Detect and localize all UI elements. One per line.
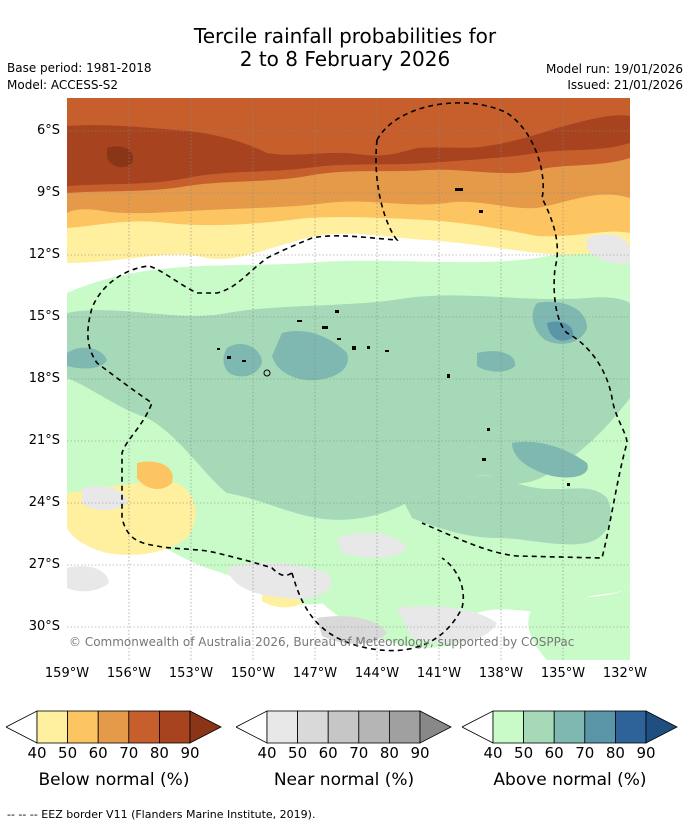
colorbar-near-swatch [266, 710, 299, 744]
longitude-label: 135°W [540, 666, 586, 681]
colorbar-near-swatch [297, 710, 329, 744]
colorbar-near-swatch [327, 710, 360, 744]
colorbar-below-tick: 80 [149, 744, 169, 762]
latitude-label: 6°S [36, 123, 60, 138]
below-normal-80-band [67, 115, 630, 186]
below-normal-50-southwest [137, 461, 173, 490]
longitude-label: 147°W [292, 666, 338, 681]
colorbar-below-swatch [97, 710, 130, 744]
near-normal-patch-3 [337, 532, 407, 558]
colorbar-near-swatch [358, 710, 390, 744]
latitude-label: 12°S [28, 247, 60, 262]
colorbar-above-swatch [614, 710, 647, 744]
colorbar-near-tick: 70 [349, 744, 369, 762]
colorbar-near-lower-arrow [236, 710, 268, 744]
above-normal-70-patch [547, 321, 573, 341]
model-name: Model: ACCESS-S2 [7, 78, 119, 92]
colorbar-below-tick: 40 [27, 744, 47, 762]
islands [217, 188, 570, 486]
colorbar-below-lower-arrow [6, 710, 38, 744]
colorbar-below-swatch [67, 710, 99, 744]
eez-border [87, 102, 628, 652]
above-normal-60-patch-1 [272, 330, 348, 381]
colorbar-above-tick: 80 [605, 744, 625, 762]
colorbar-below-label: Below normal (%) [38, 770, 190, 790]
colorbar-near-tick: 80 [379, 744, 399, 762]
colorbar-above-swatch [553, 710, 586, 744]
colorbar-above-tick: 50 [514, 744, 534, 762]
colorbar-below-swatch [36, 710, 69, 744]
above-normal-60-patch-4 [512, 441, 588, 478]
colorbar-below-tick: 60 [88, 744, 108, 762]
colorbar-below-tick: 70 [119, 744, 139, 762]
eez-footnote: -- -- -- EEZ border V11 (Flanders Marine… [7, 808, 316, 821]
above-normal-50-lower [397, 475, 611, 545]
above-normal-60-patch-5 [477, 351, 516, 372]
colorbar-above-tick: 40 [483, 744, 503, 762]
probability-map: © Commonwealth of Australia 2026, Bureau… [67, 98, 630, 660]
near-normal-patch-4 [317, 616, 387, 644]
near-normal-patch-5 [397, 606, 497, 643]
colorbar-above-swatch [584, 710, 616, 744]
longitude-label: 153°W [168, 666, 214, 681]
colorbar-near-normal [236, 710, 452, 744]
map-title-line2: 2 to 8 February 2026 [239, 47, 451, 71]
longitude-label: 156°W [106, 666, 152, 681]
map-copyright: © Commonwealth of Australia 2026, Bureau… [69, 635, 574, 649]
near-normal-patch-1 [82, 486, 127, 511]
longitude-label: 138°W [478, 666, 524, 681]
colorbar-near-upper-arrow [419, 710, 452, 744]
colorbar-above-swatch [492, 710, 525, 744]
longitude-label: 144°W [354, 666, 400, 681]
colorbar-near-tick: 40 [257, 744, 277, 762]
latitude-label: 15°S [28, 309, 60, 324]
colorbar-above-label: Above normal (%) [493, 770, 647, 790]
colorbar-above-tick: 90 [636, 744, 656, 762]
map-title-line1: Tercile rainfall probabilities for [193, 24, 497, 48]
colorbar-below-tick: 90 [180, 744, 200, 762]
colorbar-above-lower-arrow [462, 710, 494, 744]
colorbar-below-upper-arrow [189, 710, 222, 744]
latitude-label: 9°S [36, 185, 60, 200]
near-normal-patch-6 [587, 234, 630, 264]
colorbar-near-swatch [388, 710, 421, 744]
colorbar-above-swatch [523, 710, 555, 744]
colorbar-below-normal [6, 710, 222, 744]
issued-date: Issued: 21/01/2026 [567, 78, 683, 92]
latitude-label: 30°S [28, 619, 60, 634]
base-period: Base period: 1981-2018 [7, 61, 152, 75]
model-run: Model run: 19/01/2026 [545, 62, 683, 76]
above-normal-40-southeast [528, 588, 630, 660]
latitude-label: 21°S [28, 433, 60, 448]
longitude-label: 150°W [230, 666, 276, 681]
colorbar-below-swatch [128, 710, 160, 744]
colorbar-below-tick: 50 [58, 744, 78, 762]
colorbar-below-swatch [158, 710, 191, 744]
latitude-label: 18°S [28, 371, 60, 386]
colorbar-above-upper-arrow [645, 710, 678, 744]
near-normal-patch-7 [67, 566, 109, 592]
longitude-label: 159°W [44, 666, 90, 681]
longitude-label: 141°W [416, 666, 462, 681]
longitude-label: 132°W [602, 666, 648, 681]
graticule [67, 98, 630, 660]
latitude-label: 24°S [28, 495, 60, 510]
colorbar-above-tick: 70 [575, 744, 595, 762]
colorbar-near-tick: 50 [288, 744, 308, 762]
colorbar-near-tick: 60 [318, 744, 338, 762]
below-normal-90-patch [107, 146, 133, 168]
colorbar-near-label: Near normal (%) [273, 770, 415, 790]
colorbar-above-normal [462, 710, 678, 744]
colorbar-near-tick: 90 [410, 744, 430, 762]
latitude-label: 27°S [28, 557, 60, 572]
colorbar-above-tick: 60 [544, 744, 564, 762]
